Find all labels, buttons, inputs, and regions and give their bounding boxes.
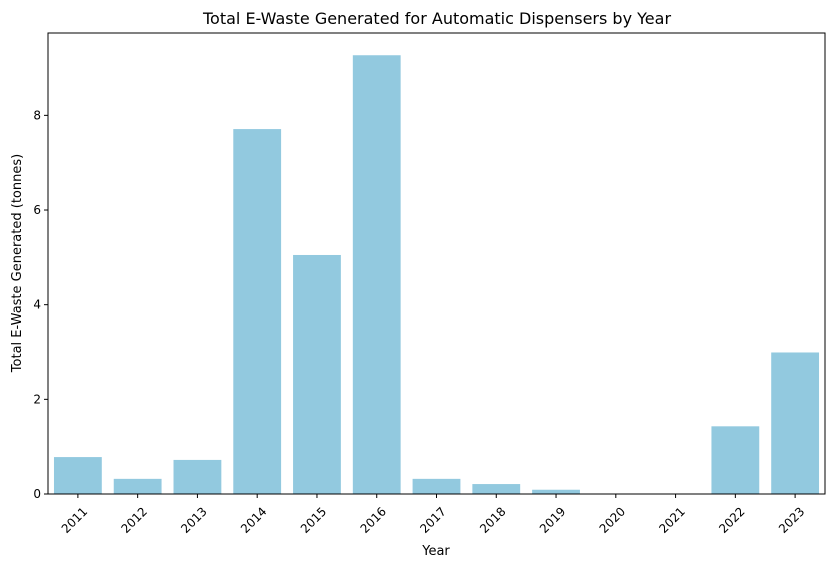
chart-title: Total E-Waste Generated for Automatic Di…	[202, 9, 671, 28]
bar-2014	[233, 129, 282, 494]
x-tick-label: 2014	[238, 504, 269, 535]
x-tick-label: 2013	[178, 504, 209, 535]
x-tick-label: 2015	[298, 504, 329, 535]
x-tick-label: 2023	[776, 504, 807, 535]
y-tick-label: 8	[33, 108, 41, 122]
x-tick-label: 2021	[656, 504, 687, 535]
y-axis-label: Total E-Waste Generated (tonnes)	[10, 154, 25, 373]
bar-2013	[173, 459, 222, 494]
x-tick-label: 2022	[716, 504, 747, 535]
x-tick-label: 2012	[118, 504, 149, 535]
bar-2018	[472, 484, 521, 494]
y-axis: 0 2 4 6 8	[33, 108, 48, 501]
y-tick-label: 0	[33, 487, 41, 501]
bar-2015	[293, 254, 341, 494]
y-tick-label: 2	[33, 392, 41, 406]
x-tick-label: 2018	[477, 504, 508, 535]
bar-2011	[53, 457, 102, 494]
bar-2019	[532, 489, 580, 494]
x-tick-label: 2020	[597, 504, 628, 535]
bars-group	[53, 55, 820, 494]
bar-2016	[352, 55, 401, 494]
x-tick-label: 2016	[358, 504, 389, 535]
y-tick-label: 4	[33, 298, 41, 312]
x-tick-label: 2019	[537, 504, 568, 535]
x-tick-label: 2011	[59, 504, 90, 535]
x-axis-label: Year	[421, 544, 450, 559]
y-tick-label: 6	[33, 203, 41, 217]
x-axis: 2011 2012 2013 2014 2015 2016 2017 2018 2019 2020…	[59, 494, 807, 536]
bar-2022	[711, 426, 760, 494]
plot-frame	[47, 32, 826, 495]
bar-2023	[771, 352, 820, 494]
bar-2017	[412, 478, 461, 494]
bar-2012	[113, 478, 162, 494]
x-tick-label: 2017	[417, 504, 448, 535]
